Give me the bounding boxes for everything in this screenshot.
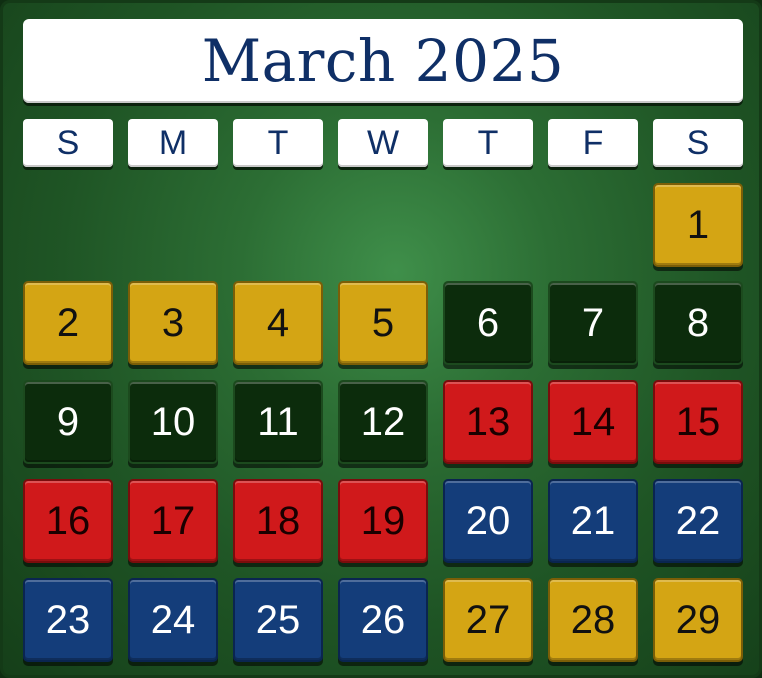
day-cell-23[interactable]: 23 (23, 578, 113, 662)
day-cell-26[interactable]: 26 (338, 578, 428, 662)
day-cell-8[interactable]: 8 (653, 281, 743, 365)
day-cell-19[interactable]: 19 (338, 479, 428, 563)
day-cell-1[interactable]: 1 (653, 183, 743, 267)
day-cell-22[interactable]: 22 (653, 479, 743, 563)
day-cell-10[interactable]: 10 (128, 380, 218, 464)
day-cell-4[interactable]: 4 (233, 281, 323, 365)
day-cell-21[interactable]: 21 (548, 479, 638, 563)
day-cell-18[interactable]: 18 (233, 479, 323, 563)
day-cell-24[interactable]: 24 (128, 578, 218, 662)
day-cell-6[interactable]: 6 (443, 281, 533, 365)
weekday-label-sat: S (653, 119, 743, 167)
day-cell-29[interactable]: 29 (653, 578, 743, 662)
day-cell-16[interactable]: 16 (23, 479, 113, 563)
day-cell-2[interactable]: 2 (23, 281, 113, 365)
day-cell-25[interactable]: 25 (233, 578, 323, 662)
weekday-label-tue: T (233, 119, 323, 167)
day-cell-5[interactable]: 5 (338, 281, 428, 365)
day-cell-27[interactable]: 27 (443, 578, 533, 662)
day-cell-15[interactable]: 15 (653, 380, 743, 464)
day-cell-14[interactable]: 14 (548, 380, 638, 464)
day-cell-9[interactable]: 9 (23, 380, 113, 464)
day-cell-3[interactable]: 3 (128, 281, 218, 365)
day-cell-11[interactable]: 11 (233, 380, 323, 464)
day-cell-20[interactable]: 20 (443, 479, 533, 563)
day-cell-13[interactable]: 13 (443, 380, 533, 464)
day-cell-12[interactable]: 12 (338, 380, 428, 464)
day-cell-17[interactable]: 17 (128, 479, 218, 563)
weekday-label-thu: T (443, 119, 533, 167)
weekday-label-mon: M (128, 119, 218, 167)
weekday-label-sun: S (23, 119, 113, 167)
day-cell-7[interactable]: 7 (548, 281, 638, 365)
weekday-label-fri: F (548, 119, 638, 167)
month-title: March 2025 (201, 27, 565, 95)
day-cell-28[interactable]: 28 (548, 578, 638, 662)
month-header: March 2025 (23, 19, 743, 103)
weekday-label-wed: W (338, 119, 428, 167)
